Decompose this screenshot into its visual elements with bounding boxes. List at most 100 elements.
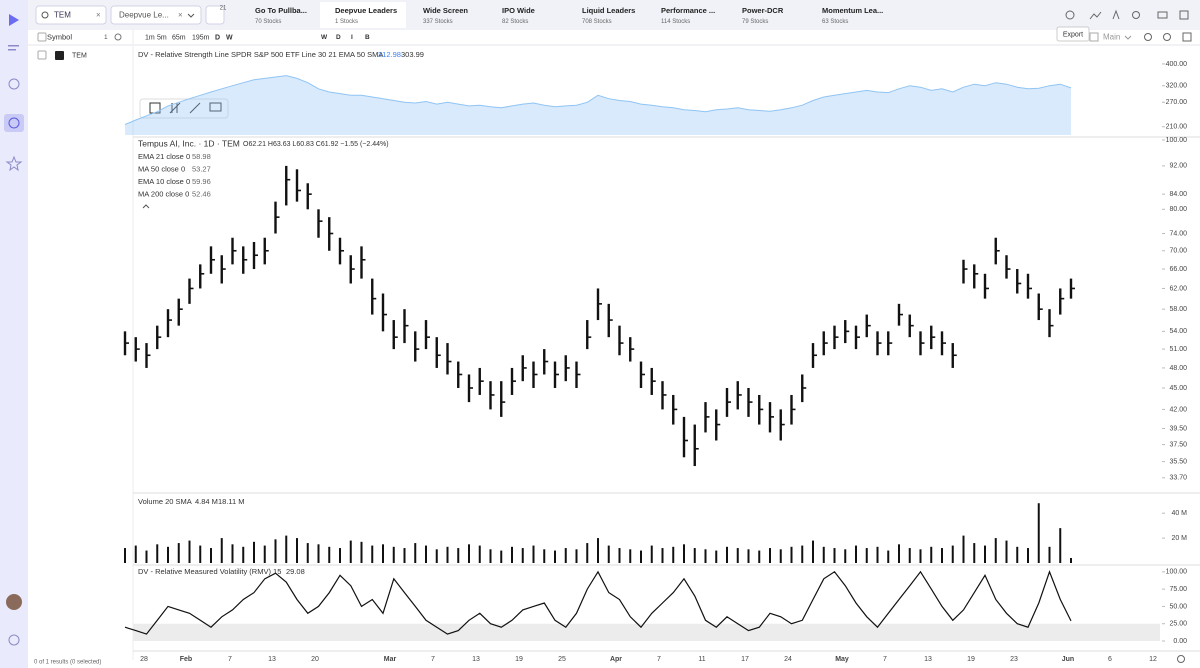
y-tick-label: 80.00 [1169, 206, 1187, 213]
tab-name[interactable]: Liquid Leaders [582, 6, 635, 15]
interval[interactable]: 195m [192, 34, 210, 41]
clear[interactable]: × [178, 11, 183, 20]
watchlist-select[interactable] [110, 5, 202, 25]
y-tick-label: 70.00 [1169, 248, 1187, 255]
y-tick-label: 54.00 [1169, 328, 1187, 335]
x-tick-label: May [835, 656, 849, 663]
volume-bar [306, 543, 309, 563]
nav-icon[interactable] [8, 78, 20, 90]
watchlist-count: 1 [104, 34, 108, 41]
y-tick-label: 210.00 [1166, 124, 1188, 131]
help-icon[interactable] [8, 634, 20, 646]
line-tool[interactable] [189, 102, 201, 114]
search-box[interactable] [35, 5, 107, 25]
settings-icon[interactable] [114, 33, 122, 41]
settings-icon[interactable] [1177, 655, 1185, 663]
rs-value: 303.99 [401, 50, 424, 59]
volume-legend: Volume 20 SMA [138, 497, 192, 506]
grid-icon[interactable] [1179, 10, 1189, 20]
tab-name[interactable]: Wide Screen [423, 6, 468, 15]
interval[interactable]: 5m [157, 34, 167, 41]
tab-name[interactable]: Performance ... [661, 6, 715, 15]
period[interactable]: B [365, 34, 370, 41]
volume-bar [629, 549, 632, 563]
x-tick-label: 11 [698, 656, 705, 663]
x-tick-label: Feb [180, 656, 192, 663]
x-tick-label: 19 [967, 656, 975, 663]
search-icon [41, 11, 49, 19]
volume-bar [360, 541, 363, 563]
y-tick-label: 62.00 [1169, 285, 1187, 292]
tool-icon[interactable] [1112, 9, 1120, 20]
watchlist-row[interactable]: TEM [72, 52, 87, 59]
note-tool[interactable] [209, 102, 222, 112]
interval[interactable]: D [215, 34, 220, 41]
filter-button[interactable] [205, 5, 225, 25]
list-icon[interactable] [1157, 11, 1168, 19]
volume-value: 4.84 M [195, 497, 218, 506]
volume-bar [779, 549, 782, 563]
tab-name[interactable]: Momentum Lea... [822, 6, 883, 15]
y-tick-label: 100.00 [1166, 569, 1188, 576]
y-tick-label: 40 M [1171, 510, 1187, 517]
bell-icon[interactable] [1132, 11, 1140, 19]
checkbox[interactable] [37, 32, 47, 42]
nav-icon[interactable] [5, 155, 23, 172]
interval[interactable]: 65m [172, 34, 186, 41]
x-tick-label: Apr [610, 656, 622, 663]
y-tick-label: 51.00 [1169, 346, 1187, 353]
volume-bar [457, 548, 460, 563]
volume-bar [769, 548, 771, 563]
indicator-value: 53.27 [192, 164, 211, 173]
tab-name[interactable]: IPO Wide [502, 6, 535, 15]
volume-bar [392, 546, 395, 563]
volume-bar [586, 543, 589, 563]
chevron [187, 13, 195, 18]
nav-icon[interactable] [8, 117, 20, 129]
checkbox[interactable] [37, 50, 47, 60]
rs-line [124, 75, 1072, 125]
watchlist-footer: 0 of 1 results (0 selected) [34, 660, 101, 666]
volume-bar [1070, 558, 1072, 563]
avatar[interactable] [6, 594, 22, 610]
fullscreen-icon[interactable] [1182, 32, 1192, 42]
clear[interactable]: × [96, 11, 101, 20]
x-tick-label: 7 [883, 656, 887, 663]
volume-bar [371, 545, 374, 563]
menu-icon[interactable] [8, 49, 16, 51]
tab-bar [28, 0, 1200, 30]
tab-name[interactable]: Power-DCR [742, 6, 784, 15]
zoom-icon[interactable] [1144, 33, 1152, 41]
menu-icon[interactable] [8, 45, 19, 47]
y-tick-label: 66.00 [1169, 266, 1187, 273]
volume-bar [446, 546, 449, 563]
nav-active[interactable] [4, 114, 24, 132]
y-tick-label: 45.00 [1169, 385, 1187, 392]
share-icon[interactable] [1065, 10, 1075, 20]
volume-bar [898, 544, 900, 563]
period[interactable]: W [321, 34, 328, 41]
tab-name[interactable]: Go To Pullba... [255, 6, 307, 15]
volume-bar [693, 548, 696, 563]
volume-bar [973, 543, 976, 563]
tab-name[interactable]: Deepvue Leaders [335, 6, 397, 15]
volume-bar [468, 544, 470, 563]
volume-bar [253, 541, 255, 563]
layout-name[interactable]: Main [1103, 33, 1120, 42]
volume-bar [640, 550, 642, 563]
volume-bar [661, 548, 664, 563]
period[interactable]: D [336, 34, 341, 41]
x-tick-label: 23 [1010, 656, 1018, 663]
collapse[interactable] [142, 204, 150, 209]
search-text: TEM [54, 11, 71, 20]
volume-bar [822, 546, 825, 563]
folder-icon[interactable] [1089, 32, 1099, 42]
x-tick-label: 24 [784, 656, 792, 663]
drawing-toolbar [139, 98, 229, 119]
camera-icon[interactable] [1163, 33, 1171, 41]
period[interactable]: I [351, 34, 353, 41]
interval[interactable]: 1m [145, 34, 155, 41]
x-tick-label: 28 [140, 656, 148, 663]
chart-icon[interactable] [1089, 11, 1102, 20]
interval[interactable]: W [226, 34, 233, 41]
